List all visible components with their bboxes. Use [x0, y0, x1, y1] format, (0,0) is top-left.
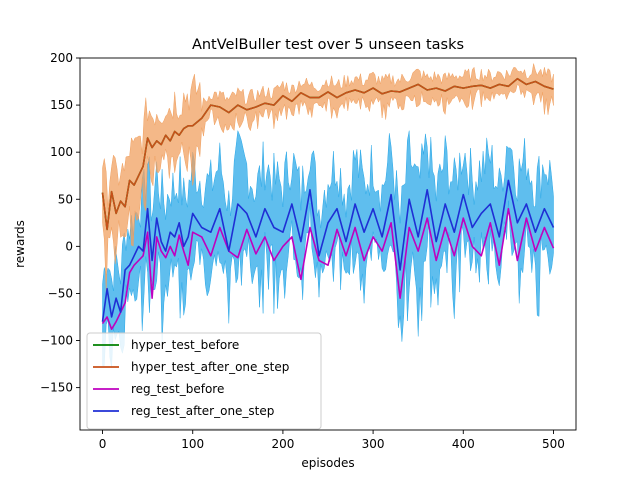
x-axis-label: episodes	[301, 456, 354, 470]
x-tick-label-4: 400	[452, 437, 475, 451]
legend-box	[86, 332, 322, 430]
y-tick-label-6: 150	[50, 98, 73, 112]
y-tick-label-7: 200	[50, 51, 73, 65]
legend: hyper_test_before hyper_test_after_one_st…	[86, 332, 322, 430]
series-line-2	[101, 207, 555, 330]
y-tick-label-1: −100	[40, 334, 73, 348]
x-tick-label-3: 300	[362, 437, 385, 451]
y-axis-label: rewards	[13, 220, 27, 268]
chart-title: AntVelBuller test over 5 unseen tasks	[192, 37, 464, 53]
y-tick-label-2: −50	[48, 286, 73, 300]
legend-label-2: reg_test_before	[131, 382, 224, 396]
variance-band-1	[102, 63, 554, 292]
legend-label-1: hyper_test_after_one_step	[131, 360, 289, 374]
y-tick-label-0: −150	[40, 381, 73, 395]
y-tick-label-3: 0	[65, 239, 73, 253]
axes: 0 100 200 300 400 500 −150 −100 −50 0 50 100 150 200	[40, 51, 577, 451]
series-line-1	[101, 77, 554, 231]
plot-area	[101, 63, 555, 368]
legend-label-3: reg_test_after_one_step	[131, 404, 274, 418]
x-tick-label-5: 500	[542, 437, 565, 451]
y-tick-label-4: 50	[58, 192, 73, 206]
x-tick-label-2: 200	[271, 437, 294, 451]
x-tick-label-0: 0	[99, 437, 107, 451]
variance-band-3	[102, 129, 554, 368]
series-line-3	[101, 179, 555, 322]
y-tick-label-5: 100	[50, 145, 73, 159]
x-tick-label-1: 100	[181, 437, 204, 451]
axes-frame	[79, 57, 577, 431]
legend-label-0: hyper_test_before	[131, 338, 239, 352]
